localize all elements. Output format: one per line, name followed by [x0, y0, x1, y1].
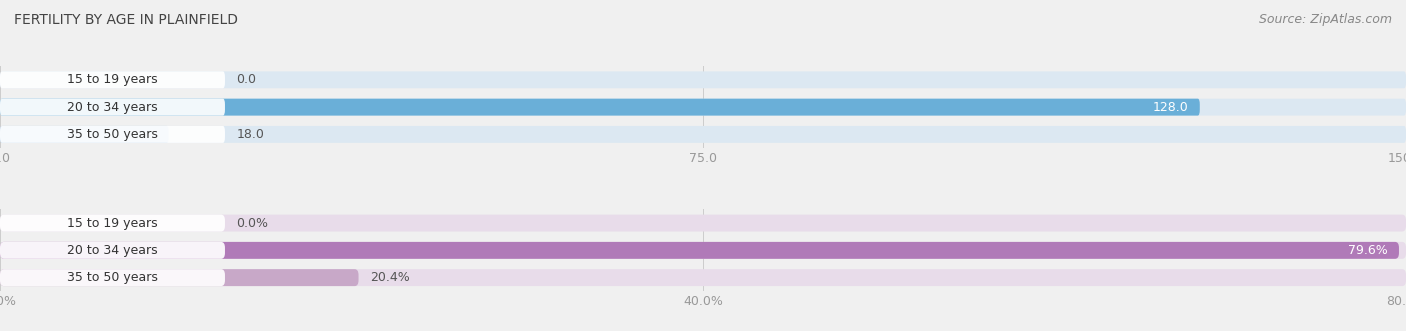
Text: 35 to 50 years: 35 to 50 years — [67, 128, 157, 141]
FancyBboxPatch shape — [0, 269, 1406, 286]
Text: 20 to 34 years: 20 to 34 years — [67, 101, 157, 114]
FancyBboxPatch shape — [0, 269, 225, 286]
FancyBboxPatch shape — [0, 214, 225, 231]
FancyBboxPatch shape — [0, 71, 1406, 88]
Text: 20 to 34 years: 20 to 34 years — [67, 244, 157, 257]
Text: 0.0%: 0.0% — [236, 216, 269, 230]
FancyBboxPatch shape — [0, 242, 1399, 259]
FancyBboxPatch shape — [0, 99, 1199, 116]
Text: FERTILITY BY AGE IN PLAINFIELD: FERTILITY BY AGE IN PLAINFIELD — [14, 13, 238, 27]
FancyBboxPatch shape — [0, 126, 169, 143]
FancyBboxPatch shape — [0, 99, 225, 116]
Text: 0.0: 0.0 — [236, 73, 256, 86]
Text: 15 to 19 years: 15 to 19 years — [67, 73, 157, 86]
FancyBboxPatch shape — [0, 269, 359, 286]
FancyBboxPatch shape — [0, 242, 1406, 259]
FancyBboxPatch shape — [0, 242, 225, 259]
FancyBboxPatch shape — [0, 126, 225, 143]
FancyBboxPatch shape — [0, 214, 1406, 231]
FancyBboxPatch shape — [0, 99, 1406, 116]
Text: 79.6%: 79.6% — [1348, 244, 1388, 257]
Text: Source: ZipAtlas.com: Source: ZipAtlas.com — [1258, 13, 1392, 26]
Text: 128.0: 128.0 — [1153, 101, 1188, 114]
Text: 20.4%: 20.4% — [370, 271, 409, 284]
Text: 35 to 50 years: 35 to 50 years — [67, 271, 157, 284]
FancyBboxPatch shape — [0, 126, 1406, 143]
Text: 15 to 19 years: 15 to 19 years — [67, 216, 157, 230]
Text: 18.0: 18.0 — [236, 128, 264, 141]
FancyBboxPatch shape — [0, 71, 225, 88]
